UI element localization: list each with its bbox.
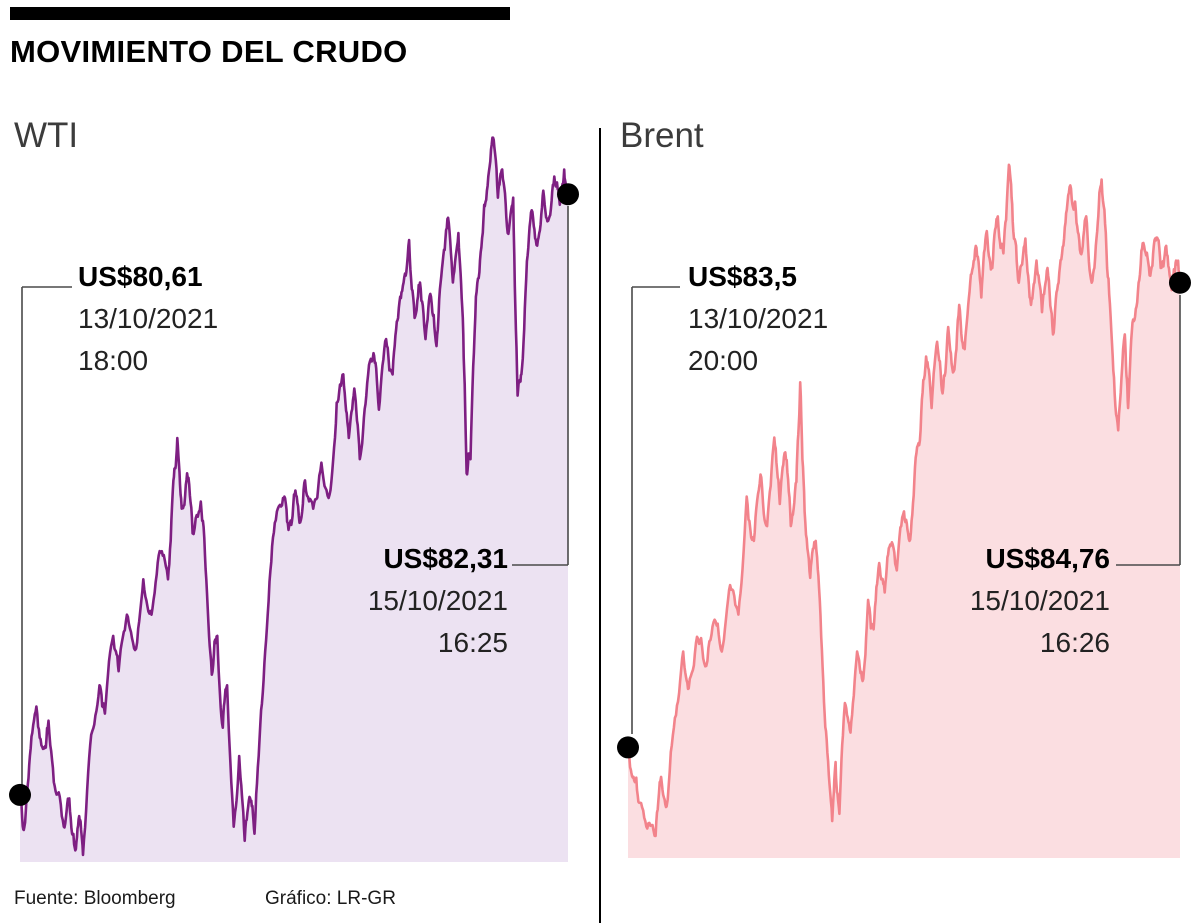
brent-chart (617, 163, 1191, 859)
brent-end-time: 16:26 (1039, 627, 1110, 658)
wti-start-date: 13/10/2021 (78, 303, 219, 334)
panel-divider (599, 128, 601, 923)
brent-start-date: 13/10/2021 (688, 303, 829, 334)
wti-end-price: US$82,31 (383, 543, 508, 574)
wti-end-date: 15/10/2021 (367, 585, 508, 616)
wti-label: WTI (14, 116, 79, 155)
brent-end-point-dot (1169, 271, 1191, 294)
page-title: MOVIMIENTO DEL CRUDO (10, 34, 408, 69)
source-label: Fuente: Bloomberg (14, 888, 176, 909)
wti-end-time: 16:25 (437, 627, 508, 658)
brent-label: Brent (620, 116, 704, 155)
brent-start-time: 20:00 (688, 345, 759, 376)
brent-start-price: US$83,5 (688, 261, 797, 292)
brent-start-point-dot (617, 736, 639, 759)
wti-chart (9, 136, 579, 862)
brent-end-annotation: US$84,76 15/10/2021 16:26 (970, 538, 1110, 664)
wti-start-price: US$80,61 (78, 261, 203, 292)
wti-start-point-dot (9, 783, 31, 806)
wti-start-time: 18:00 (78, 345, 149, 376)
wti-chart-panel: WTI US$80,61 13/10/2021 18:00 US$82,31 1… (9, 116, 579, 862)
wti-callout-lines (21, 206, 569, 785)
brent-chart-panel: Brent US$83,5 13/10/2021 20:00 US$84,76 … (600, 0, 1200, 923)
brent-end-price: US$84,76 (985, 543, 1110, 574)
wti-price-line (18, 136, 570, 857)
credit-label: Gráfico: LR-GR (265, 888, 396, 909)
brent-callout-lines (631, 286, 1181, 734)
brent-start-annotation: US$83,5 13/10/2021 20:00 (688, 256, 828, 382)
brent-price-line (626, 163, 1182, 838)
title-accent-bar (10, 7, 510, 20)
wti-end-point-dot (557, 183, 579, 206)
brent-end-date: 15/10/2021 (969, 585, 1110, 616)
wti-start-annotation: US$80,61 13/10/2021 18:00 (78, 256, 218, 382)
wti-end-annotation: US$82,31 15/10/2021 16:25 (368, 538, 508, 664)
